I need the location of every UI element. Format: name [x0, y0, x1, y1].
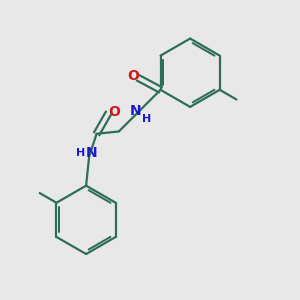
Text: H: H	[76, 148, 86, 158]
Text: H: H	[142, 114, 151, 124]
Text: O: O	[108, 104, 120, 118]
Text: O: O	[127, 69, 139, 83]
Text: N: N	[129, 103, 141, 118]
Text: N: N	[86, 146, 98, 160]
